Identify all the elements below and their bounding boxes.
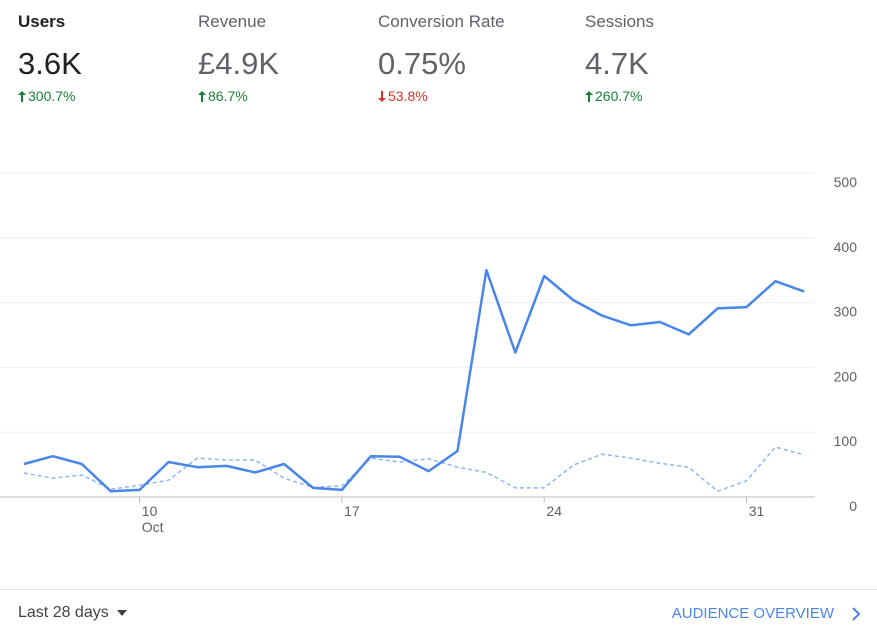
metric-tab[interactable]: Revenue £4.9K 86.7% [198, 12, 279, 104]
arrow-shape [378, 90, 386, 102]
x-tick-label: 10 [142, 503, 158, 519]
previous-period-line [23, 446, 805, 492]
change-value: 300.7% [28, 88, 76, 104]
metric-name: Sessions [585, 12, 654, 31]
current-period-line [23, 268, 805, 493]
x-tick-label: 24 [546, 503, 562, 519]
y-tick-label: 100 [834, 433, 858, 449]
metric-change: 300.7% [18, 88, 82, 104]
metric-change: 260.7% [585, 88, 654, 104]
metric-name: Conversion Rate [378, 12, 505, 31]
arrow-shape [198, 90, 206, 102]
y-tick-label: 400 [834, 239, 858, 255]
metric-change: 53.8% [378, 88, 505, 104]
y-tick-label: 500 [834, 174, 858, 190]
audience-link-label: AUDIENCE OVERVIEW [671, 605, 834, 622]
metric-tab[interactable]: Sessions 4.7K 260.7% [585, 12, 654, 104]
trend-arrow [585, 90, 593, 102]
trend-arrow [198, 90, 206, 102]
trend-arrow [18, 90, 26, 102]
date-range-label: Last 28 days [18, 604, 109, 621]
metric-value: £4.9K [198, 46, 280, 81]
change-value: 53.8% [388, 88, 428, 104]
y-tick-label: 0 [849, 498, 857, 514]
arrow-shape [18, 90, 26, 102]
arrow-shape [585, 90, 593, 102]
x-tick-label: 17 [344, 503, 360, 519]
metric-tab[interactable]: Users 3.6K 300.7% [18, 12, 82, 104]
metric-name: Users [18, 12, 66, 31]
trend-arrow [378, 90, 386, 102]
metric-name: Revenue [198, 12, 267, 31]
y-tick-label: 200 [834, 368, 858, 384]
metric-value: 4.7K [585, 46, 649, 81]
date-range[interactable]: Last 28 days [18, 604, 127, 622]
metric-change: 86.7% [198, 88, 279, 104]
y-tick-label: 300 [834, 304, 858, 320]
audience-link[interactable]: AUDIENCE OVERVIEW [672, 605, 861, 622]
metric-value: 3.6K [18, 46, 82, 81]
change-value: 86.7% [208, 88, 248, 104]
separator [0, 589, 877, 590]
change-value: 260.7% [595, 88, 643, 104]
x-sublabel: Oct [142, 519, 164, 535]
metric-value: 0.75% [378, 46, 466, 81]
chevron-icon [852, 606, 861, 621]
x-tick-label: 31 [749, 503, 765, 519]
dropdown-icon [116, 610, 127, 616]
metric-tab[interactable]: Conversion Rate 0.75% 53.8% [378, 12, 505, 104]
